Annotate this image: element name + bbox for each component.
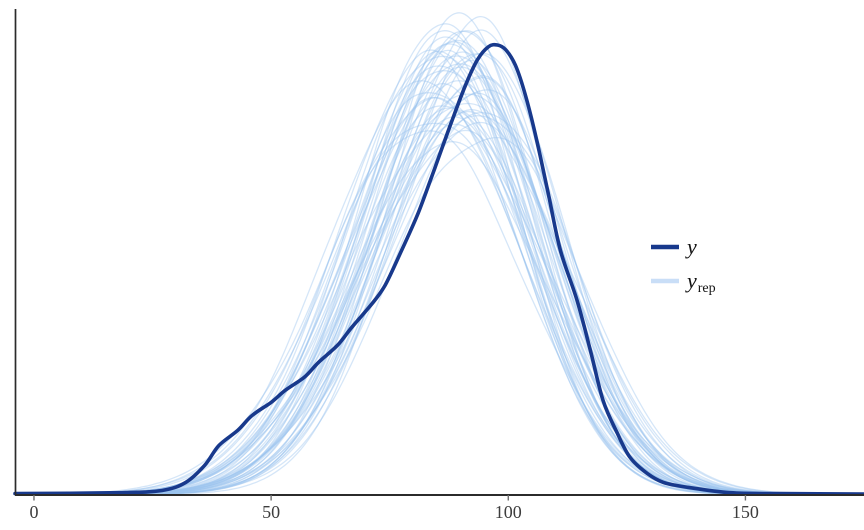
yrep-curve <box>15 136 862 496</box>
legend-item-yrep: yrep <box>651 268 716 296</box>
yrep-curve <box>14 141 862 496</box>
yrep-curve <box>15 80 862 496</box>
yrep-curve <box>15 109 862 496</box>
yrep-curve <box>15 121 862 496</box>
legend: y yrep <box>651 234 716 296</box>
yrep-curve <box>14 80 862 496</box>
yrep-curve <box>15 123 862 496</box>
x-axis-ticks: 0 50 100 150 <box>29 495 759 522</box>
legend-label-y: y <box>685 234 697 259</box>
yrep-curve <box>15 29 862 496</box>
yrep-curve <box>15 122 862 496</box>
yrep-curve <box>15 59 862 496</box>
yrep-curve <box>15 66 862 496</box>
yrep-curve <box>15 65 862 496</box>
yrep-curve <box>15 110 862 496</box>
legend-label-yrep: yrep <box>685 268 716 296</box>
yrep-curve <box>15 111 862 496</box>
yrep-curve <box>15 105 862 496</box>
yrep-curve <box>15 130 862 496</box>
x-tick-label: 100 <box>495 502 522 522</box>
yrep-curve <box>15 52 862 496</box>
yrep-curve <box>15 55 862 496</box>
yrep-curve <box>14 129 862 496</box>
yrep-curve <box>15 75 862 496</box>
x-tick-label: 150 <box>732 502 759 522</box>
yrep-curve <box>15 115 862 496</box>
yrep-curve <box>15 89 862 496</box>
yrep-curve <box>15 30 862 496</box>
legend-label-yrep-base: y <box>685 268 697 293</box>
legend-item-y: y <box>651 234 697 259</box>
x-tick-label: 0 <box>29 502 38 522</box>
yrep-curve <box>15 76 862 496</box>
y-density-curve <box>13 42 864 496</box>
yrep-density-curves <box>14 12 862 496</box>
yrep-curve <box>15 107 862 496</box>
yrep-curve <box>15 30 862 496</box>
yrep-curve <box>15 53 862 496</box>
yrep-curve <box>15 55 862 496</box>
x-tick-label: 50 <box>262 502 280 522</box>
yrep-curve <box>15 30 862 496</box>
legend-label-yrep-subscript: rep <box>698 281 716 296</box>
